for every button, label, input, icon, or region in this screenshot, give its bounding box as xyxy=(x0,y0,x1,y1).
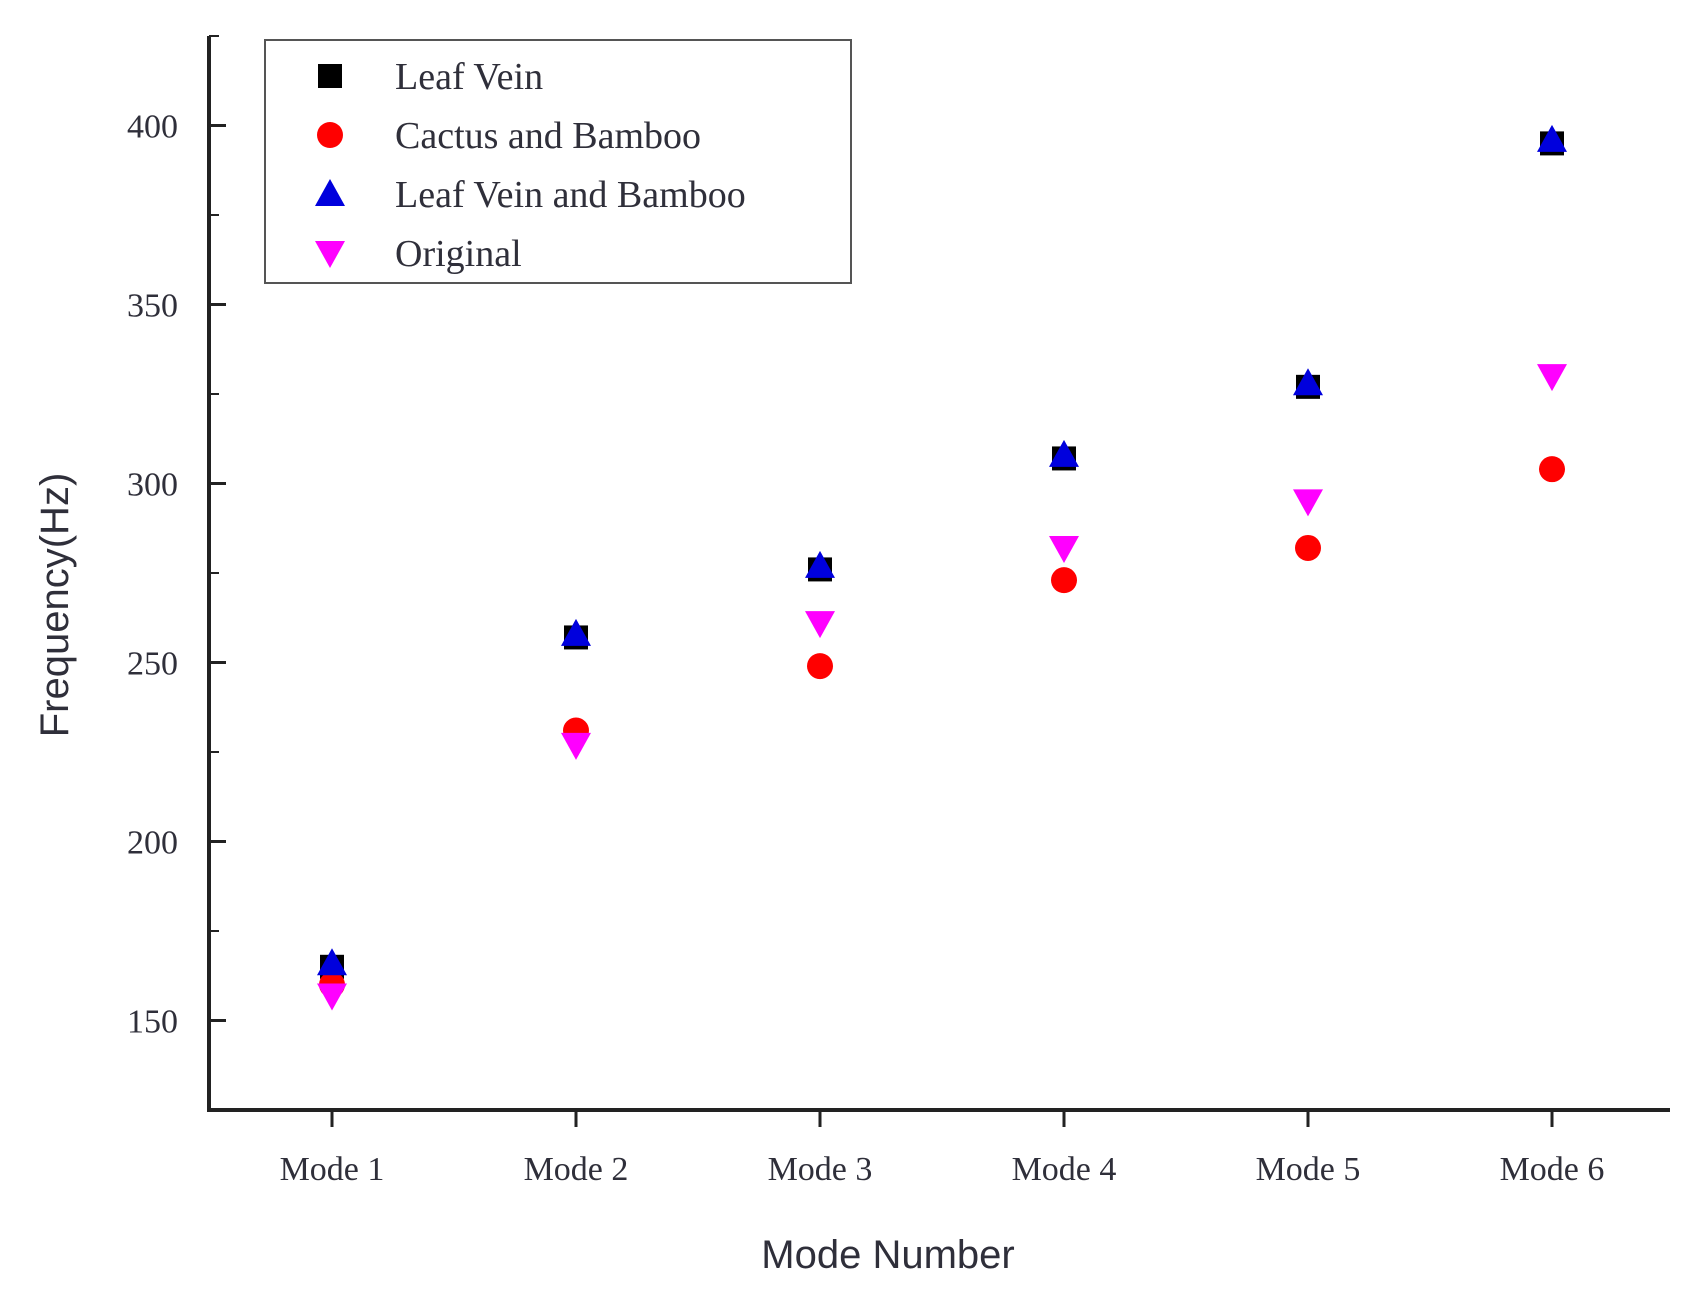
data-point xyxy=(1293,368,1323,396)
x-axis-title: Mode Number xyxy=(761,1233,1014,1277)
data-point xyxy=(317,983,347,1011)
data-points xyxy=(317,124,1567,1011)
legend-label: Cactus and Bamboo xyxy=(395,115,701,157)
legend-marker xyxy=(315,241,345,268)
y-tick-label: 200 xyxy=(127,825,178,862)
legend-marker xyxy=(317,122,343,148)
legend: Leaf Vein Cactus and Bamboo Leaf Vein and … xyxy=(264,39,852,284)
data-point xyxy=(1293,489,1323,517)
legend-box xyxy=(264,39,852,284)
series-original xyxy=(317,364,1567,1011)
data-point xyxy=(561,618,591,646)
x-tick-label: Mode 4 xyxy=(1012,1151,1117,1188)
y-ticks: 150 200 250 300 350 400 xyxy=(127,35,226,1041)
legend-label: Leaf Vein and Bamboo xyxy=(395,174,746,216)
x-tick-label: Mode 5 xyxy=(1256,1151,1361,1188)
data-point xyxy=(1049,439,1079,467)
legend-label: Original xyxy=(395,233,522,275)
x-ticks: Mode 1 Mode 2 Mode 3 Mode 4 Mode 5 Mode 6 xyxy=(280,1110,1605,1188)
data-point xyxy=(805,611,835,639)
y-axis-title: Frequency(Hz) xyxy=(33,473,77,738)
data-point xyxy=(1537,364,1567,392)
data-point xyxy=(317,948,347,976)
data-point xyxy=(1051,567,1077,594)
data-point xyxy=(1539,456,1565,483)
y-tick-label: 400 xyxy=(127,109,178,146)
x-tick-label: Mode 1 xyxy=(280,1151,385,1188)
y-tick-label: 150 xyxy=(127,1004,178,1041)
x-tick-label: Mode 6 xyxy=(1500,1151,1605,1188)
data-point xyxy=(1295,534,1321,561)
data-point xyxy=(807,653,833,680)
series-leaf-vein-and-bamboo xyxy=(317,124,1567,976)
legend-marker xyxy=(315,179,345,206)
legend-marker xyxy=(318,64,342,88)
data-point xyxy=(1537,124,1567,152)
y-tick-label: 250 xyxy=(127,646,178,683)
y-tick-label: 350 xyxy=(127,288,178,325)
data-point xyxy=(1049,535,1079,563)
data-point xyxy=(805,550,835,578)
legend-label: Leaf Vein xyxy=(395,56,543,98)
data-point xyxy=(561,732,591,760)
x-tick-label: Mode 2 xyxy=(524,1151,629,1188)
series-cactus-and-bamboo xyxy=(319,456,1565,998)
x-tick-label: Mode 3 xyxy=(768,1151,873,1188)
y-tick-label: 300 xyxy=(127,467,178,504)
